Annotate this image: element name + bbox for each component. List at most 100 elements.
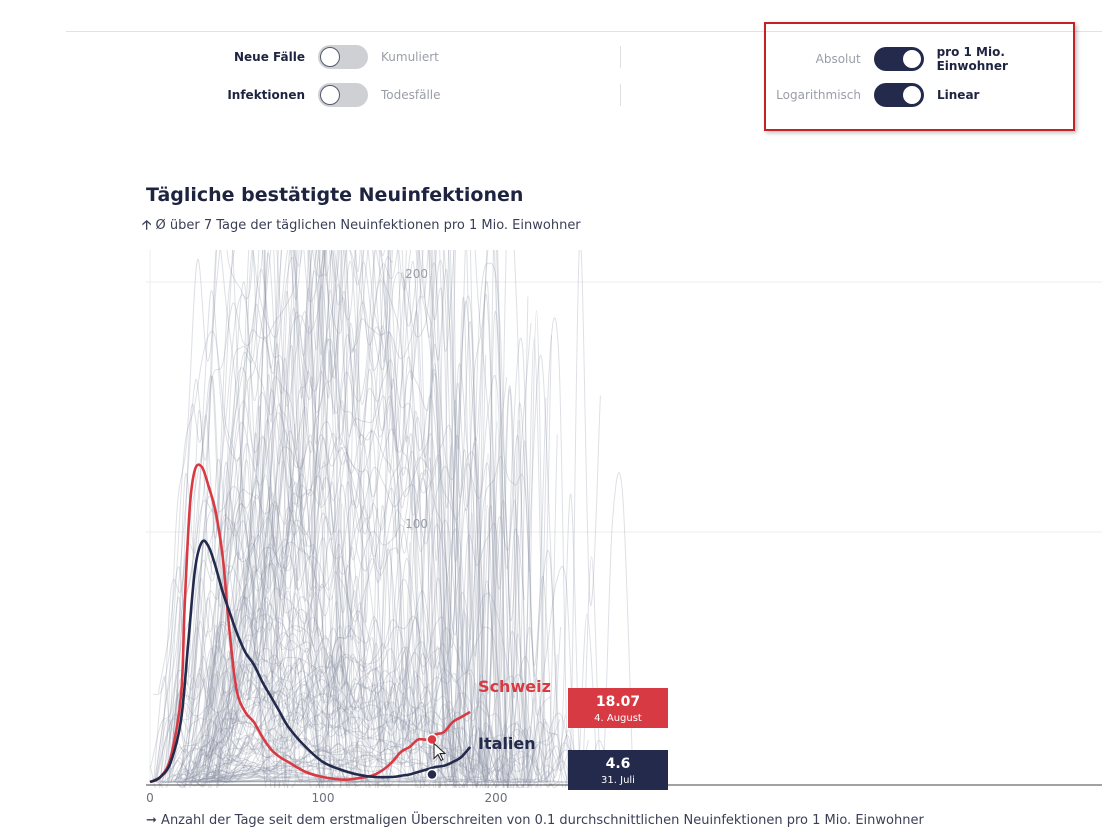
toggle-knob	[901, 49, 922, 69]
series-label-italien: Italien	[478, 734, 536, 753]
background-country-line	[202, 250, 391, 783]
highlight-box	[764, 22, 1075, 131]
tooltip-date: 31. Juli	[601, 775, 635, 786]
toggle-row-infections: Infektionen Todesfälle	[205, 83, 465, 107]
x-tick-label: 200	[485, 791, 508, 805]
background-country-line	[157, 492, 418, 788]
background-country-line	[213, 395, 516, 784]
background-country-line	[210, 646, 544, 786]
background-country-line	[173, 693, 548, 784]
background-country-line	[190, 578, 493, 788]
background-country-line	[169, 251, 295, 785]
background-country-line	[198, 250, 532, 783]
toggle-row-scale: Logarithmisch Linear	[760, 83, 1080, 107]
background-country-line	[172, 250, 558, 786]
tooltip-point	[426, 733, 438, 746]
background-country-line	[191, 331, 525, 788]
background-country-line	[170, 250, 296, 788]
log-linear-toggle[interactable]	[874, 83, 924, 107]
background-country-line	[205, 632, 321, 788]
background-country-line	[155, 565, 334, 784]
new-cases-label: Neue Fälle	[234, 50, 305, 64]
background-country-line	[173, 663, 456, 784]
background-country-line	[202, 764, 411, 784]
background-country-line	[217, 440, 354, 783]
background-country-line	[160, 762, 359, 784]
background-country-line	[204, 765, 517, 783]
top-divider	[66, 31, 1102, 32]
background-country-line	[197, 670, 551, 787]
per-million-label: pro 1 Mio. Einwohner	[936, 45, 1008, 73]
background-country-line	[205, 260, 529, 788]
background-country-line	[207, 625, 416, 788]
background-country-line	[168, 780, 574, 783]
background-country-line	[211, 771, 316, 781]
background-country-line	[170, 757, 503, 784]
control-separator	[620, 46, 621, 68]
absolute-per-million-toggle[interactable]	[873, 47, 924, 71]
background-country-line	[208, 250, 552, 788]
background-country-line	[186, 400, 529, 788]
background-country-line	[193, 746, 454, 784]
background-country-line	[206, 250, 457, 788]
background-country-line	[185, 678, 363, 788]
arrow-up-icon: 🡡	[142, 218, 152, 233]
background-country-line	[175, 368, 519, 788]
background-country-line	[197, 615, 364, 783]
background-country-lines	[149, 250, 634, 788]
y-axis-label: Ø über 7 Tage der täglichen Neuinfektion…	[155, 218, 581, 233]
tooltips: 18.07 4. August 4.6 31. Juli	[426, 688, 668, 790]
background-country-line	[184, 657, 456, 787]
background-country-line	[167, 250, 366, 785]
background-country-line	[175, 469, 467, 788]
new-cases-cumulative-toggle[interactable]	[318, 45, 368, 69]
background-country-line	[155, 250, 281, 788]
chart-title: Tägliche bestätigte Neuinfektionen	[146, 184, 524, 206]
background-country-line	[191, 749, 358, 784]
y-tick-label: 200	[405, 267, 428, 281]
background-country-line	[199, 411, 460, 773]
series-group	[149, 463, 472, 784]
background-country-line	[191, 723, 525, 783]
background-country-line	[196, 776, 353, 783]
background-country-line	[155, 552, 344, 783]
background-country-line	[170, 692, 566, 787]
background-country-line	[207, 741, 613, 785]
background-country-line	[181, 668, 609, 786]
background-country-line	[155, 699, 499, 784]
background-country-line	[215, 619, 580, 788]
background-country-line	[167, 616, 522, 785]
x-tick-label: 0	[146, 791, 154, 805]
background-country-line	[178, 635, 429, 783]
background-country-line	[190, 537, 368, 750]
background-country-line	[204, 732, 350, 784]
background-country-line	[176, 250, 499, 788]
background-country-line	[154, 250, 519, 788]
background-country-line	[205, 250, 601, 788]
background-country-line	[194, 583, 300, 788]
deaths-label: Todesfälle	[381, 88, 441, 102]
background-country-line	[184, 774, 310, 783]
cursor-arrow	[433, 742, 447, 762]
logarithmic-label: Logarithmisch	[776, 88, 861, 102]
toggle-knob	[320, 85, 340, 105]
background-country-line	[193, 641, 558, 786]
toggle-row-absolute: Absolut pro 1 Mio. Einwohner	[760, 45, 1080, 73]
background-country-line	[207, 677, 499, 788]
background-country-line	[178, 776, 304, 783]
background-country-line	[173, 714, 559, 783]
infections-deaths-toggle[interactable]	[318, 83, 368, 107]
series-label-schweiz: Schweiz	[478, 677, 551, 696]
background-country-line	[211, 592, 411, 788]
background-country-line	[196, 653, 478, 787]
line-chart[interactable]: 0 100 200 100 200 Schweiz Italien 18.07 4. Aug…	[0, 240, 1102, 812]
background-country-line	[176, 359, 520, 784]
background-country-line	[162, 725, 589, 783]
tooltip-box	[568, 688, 668, 728]
background-country-line	[217, 754, 551, 783]
background-country-line	[197, 707, 593, 785]
background-country-line	[153, 740, 569, 786]
background-country-line	[168, 519, 326, 783]
background-country-line	[171, 644, 360, 788]
background-country-line	[202, 250, 547, 783]
